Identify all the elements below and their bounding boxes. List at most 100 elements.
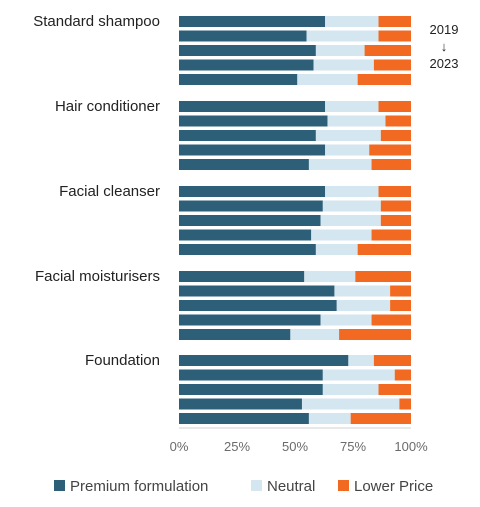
legend-label: Premium formulation <box>70 478 208 495</box>
bar-segment-lower-price <box>339 329 411 340</box>
bar-segment-premium-formulation <box>179 45 316 56</box>
bar-segment-lower-price <box>380 130 411 141</box>
bar-segment-neutral <box>290 329 340 340</box>
category-label: Facial cleanser <box>59 183 160 200</box>
bar-segment-lower-price <box>385 115 411 127</box>
bar-segment-lower-price <box>378 101 411 112</box>
bars <box>179 16 411 424</box>
category-label: Standard shampoo <box>33 13 160 30</box>
bar-segment-neutral <box>322 200 381 212</box>
legend-swatch <box>251 480 262 491</box>
bar-segment-premium-formulation <box>179 16 326 27</box>
category-label: Hair conditioner <box>55 98 160 115</box>
bar-segment-neutral <box>315 130 381 141</box>
bar-segment-premium-formulation <box>179 244 316 255</box>
bar-segment-premium-formulation <box>179 314 321 326</box>
x-tick-label: 25% <box>224 439 250 454</box>
bar-segment-lower-price <box>380 215 411 226</box>
bar-segment-neutral <box>348 355 374 366</box>
bar-segment-premium-formulation <box>179 398 302 410</box>
bar-segment-neutral <box>308 413 351 424</box>
x-tick-label: 0% <box>170 439 189 454</box>
bar-segment-neutral <box>320 314 372 326</box>
bar-segment-neutral <box>304 271 356 282</box>
bar-segment-neutral <box>325 186 379 197</box>
bar-segment-premium-formulation <box>179 285 335 297</box>
bar-segment-lower-price <box>390 300 411 311</box>
category-labels: Standard shampoo Hair conditioner Facial c… <box>33 13 160 369</box>
x-tick-label: 50% <box>282 439 308 454</box>
bar-segment-lower-price <box>364 45 411 56</box>
category-label: Facial moisturisers <box>35 268 160 285</box>
bar-segment-neutral <box>315 45 365 56</box>
bar-segment-lower-price <box>378 186 411 197</box>
bar-segment-neutral <box>322 369 395 381</box>
category-label: Foundation <box>85 352 160 369</box>
bar-segment-neutral <box>320 215 381 226</box>
bar-segment-premium-formulation <box>179 130 316 141</box>
bar-segment-lower-price <box>390 285 411 297</box>
bar-segment-lower-price <box>371 229 411 241</box>
bar-segment-neutral <box>322 384 379 395</box>
year-start-label: 2019 <box>430 22 459 37</box>
bar-segment-lower-price <box>373 59 411 71</box>
bar-segment-lower-price <box>369 144 411 156</box>
legend-label: Lower Price <box>354 478 433 495</box>
bar-segment-lower-price <box>350 413 411 424</box>
bar-segment-lower-price <box>371 159 411 170</box>
bar-segment-lower-price <box>378 16 411 27</box>
bar-segment-lower-price <box>355 271 411 282</box>
bar-segment-neutral <box>325 144 370 156</box>
year-annotation: 2019 ↓ 2023 <box>430 22 459 71</box>
bar-segment-premium-formulation <box>179 144 326 156</box>
legend-swatch <box>338 480 349 491</box>
bar-segment-premium-formulation <box>179 300 337 311</box>
bar-segment-premium-formulation <box>179 115 328 127</box>
bar-segment-neutral <box>297 74 358 85</box>
bar-segment-neutral <box>325 101 379 112</box>
bar-segment-premium-formulation <box>179 384 323 395</box>
bar-segment-premium-formulation <box>179 329 291 340</box>
bar-segment-premium-formulation <box>179 30 307 42</box>
year-arrow-icon: ↓ <box>441 39 448 54</box>
bar-segment-lower-price <box>373 355 411 366</box>
year-end-label: 2023 <box>430 56 459 71</box>
bar-segment-neutral <box>313 59 374 71</box>
bar-segment-neutral <box>334 285 391 297</box>
bar-segment-neutral <box>301 398 400 410</box>
bar-segment-premium-formulation <box>179 413 309 424</box>
bar-segment-lower-price <box>399 398 411 410</box>
bar-segment-lower-price <box>378 30 411 42</box>
bar-segment-neutral <box>327 115 386 127</box>
bar-segment-neutral <box>325 16 379 27</box>
bar-segment-neutral <box>306 30 379 42</box>
bar-segment-neutral <box>311 229 372 241</box>
bar-segment-neutral <box>336 300 391 311</box>
bar-segment-lower-price <box>357 244 411 255</box>
bar-segment-premium-formulation <box>179 159 309 170</box>
bar-segment-premium-formulation <box>179 186 326 197</box>
bar-segment-lower-price <box>378 384 411 395</box>
bar-segment-lower-price <box>371 314 411 326</box>
bar-segment-premium-formulation <box>179 229 312 241</box>
bar-segment-premium-formulation <box>179 59 314 71</box>
bar-segment-neutral <box>308 159 372 170</box>
bar-segment-neutral <box>315 244 358 255</box>
bar-segment-premium-formulation <box>179 271 305 282</box>
x-axis: 0% 25% 50% 75% 100% <box>170 427 428 454</box>
bar-segment-premium-formulation <box>179 215 321 226</box>
legend-swatch <box>54 480 65 491</box>
bar-segment-lower-price <box>357 74 411 85</box>
bar-segment-premium-formulation <box>179 369 323 381</box>
x-tick-label: 100% <box>394 439 428 454</box>
bar-segment-lower-price <box>380 200 411 212</box>
bar-segment-premium-formulation <box>179 355 349 366</box>
bar-segment-lower-price <box>394 369 411 381</box>
bar-segment-premium-formulation <box>179 101 326 112</box>
bar-segment-premium-formulation <box>179 200 323 212</box>
x-tick-label: 75% <box>340 439 366 454</box>
legend-label: Neutral <box>267 478 315 495</box>
bar-segment-premium-formulation <box>179 74 298 85</box>
legend: Premium formulation Neutral Lower Price <box>54 478 433 495</box>
